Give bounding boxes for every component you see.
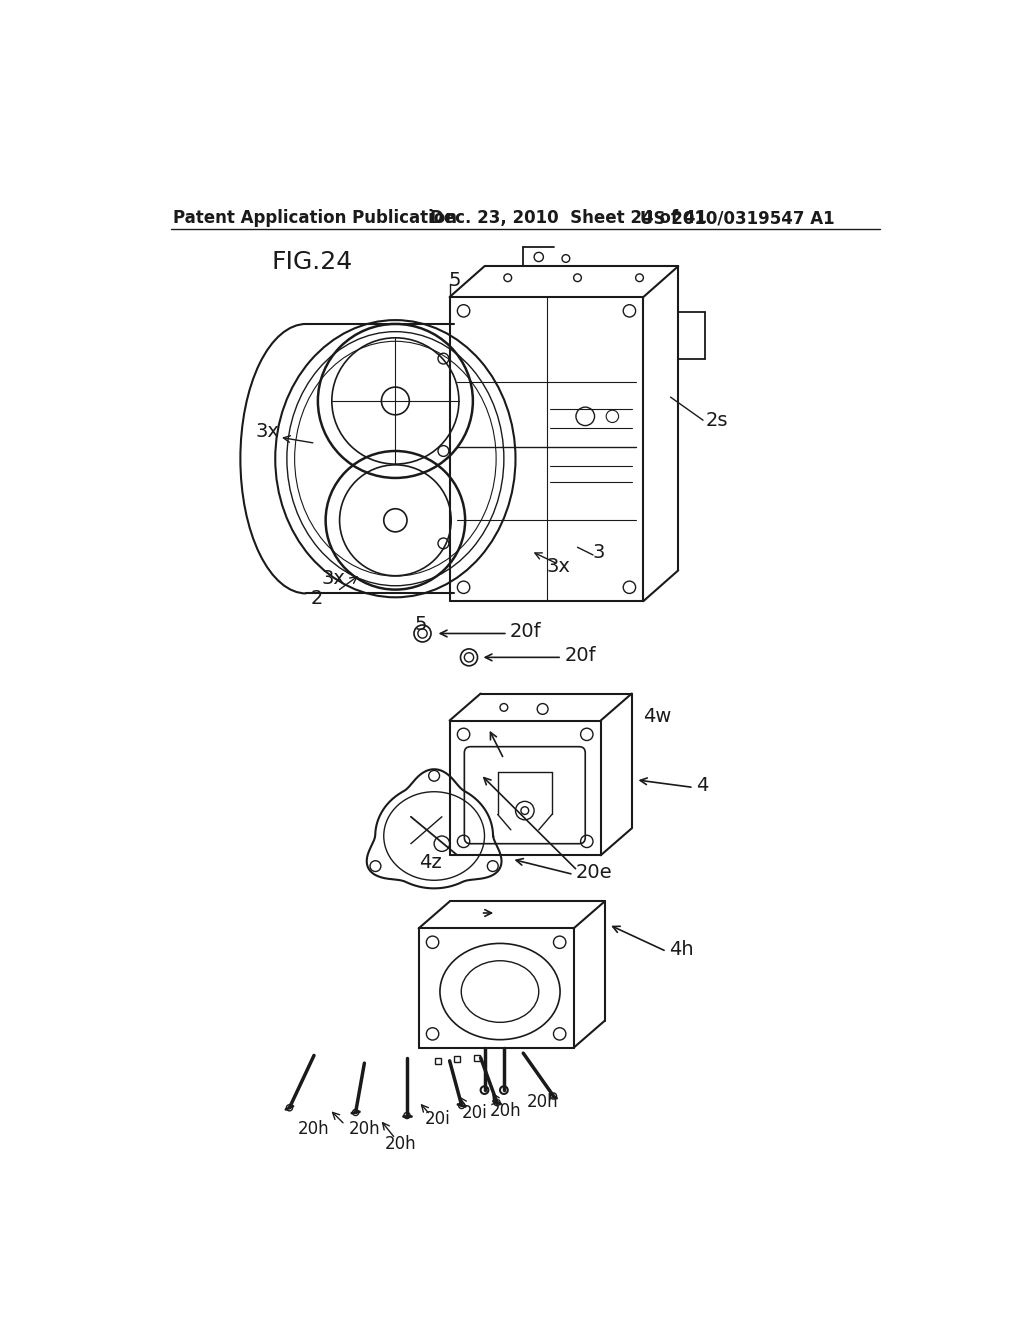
Text: 20h: 20h: [526, 1093, 558, 1110]
Text: 5: 5: [449, 271, 461, 289]
Text: 20f: 20f: [564, 647, 596, 665]
Text: 3x: 3x: [547, 557, 570, 576]
Text: 2: 2: [310, 589, 323, 609]
Text: FIG.24: FIG.24: [271, 251, 352, 275]
Text: 4h: 4h: [669, 940, 693, 960]
Text: 20e: 20e: [575, 863, 612, 883]
Bar: [455, 1056, 461, 1063]
Text: 20h: 20h: [348, 1119, 380, 1138]
Text: 5: 5: [415, 615, 427, 634]
Text: 20h: 20h: [385, 1135, 417, 1152]
Text: 3: 3: [593, 543, 605, 562]
Text: 20f: 20f: [510, 623, 542, 642]
Text: 3x: 3x: [322, 569, 346, 587]
Text: 4: 4: [696, 776, 709, 795]
Bar: [435, 1057, 441, 1064]
Text: 20h: 20h: [489, 1102, 521, 1119]
Bar: [474, 1055, 480, 1061]
Text: US 2010/0319547 A1: US 2010/0319547 A1: [640, 210, 835, 227]
Text: 4w: 4w: [643, 708, 672, 726]
Text: 20i: 20i: [425, 1110, 451, 1129]
Text: 2s: 2s: [706, 411, 728, 430]
Text: Patent Application Publication: Patent Application Publication: [173, 210, 457, 227]
Text: 20i: 20i: [462, 1105, 487, 1122]
Text: Dec. 23, 2010  Sheet 24 of 41: Dec. 23, 2010 Sheet 24 of 41: [430, 210, 708, 227]
Text: 3x: 3x: [256, 422, 280, 441]
Text: 4z: 4z: [419, 854, 441, 873]
Text: 20h: 20h: [298, 1119, 330, 1138]
